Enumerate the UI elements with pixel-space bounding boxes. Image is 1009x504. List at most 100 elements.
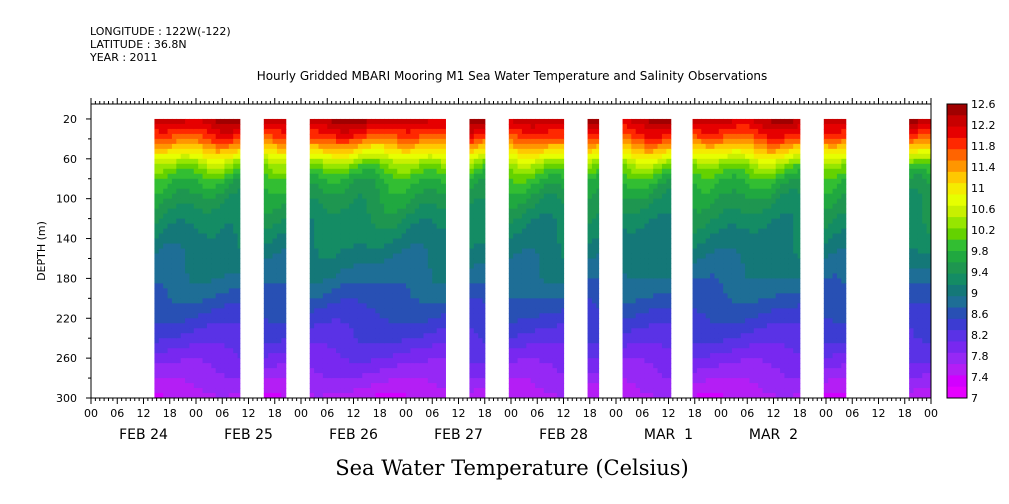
heatmap-cell: [384, 123, 390, 130]
heatmap-cell: [521, 348, 527, 354]
heatmap-cell: [517, 148, 523, 155]
heatmap-cell: [314, 183, 320, 190]
heatmap-cell: [379, 333, 385, 339]
heatmap-cell: [640, 303, 646, 309]
heatmap-cell: [543, 323, 549, 329]
heatmap-cell: [701, 163, 707, 170]
heatmap-cell: [366, 223, 372, 230]
heatmap-cell: [432, 183, 438, 190]
heatmap-cell: [318, 253, 324, 260]
heatmap-cell: [414, 118, 420, 125]
heatmap-cell: [180, 293, 186, 299]
heatmap-cell: [644, 293, 650, 299]
heatmap-cell: [176, 123, 182, 130]
heatmap-cell: [193, 363, 199, 369]
heatmap-cell: [414, 378, 420, 384]
heatmap-cell: [521, 163, 527, 170]
heatmap-cell: [432, 278, 438, 284]
heatmap-cell: [318, 118, 324, 125]
heatmap-cell: [189, 278, 195, 284]
heatmap-cell: [268, 178, 274, 185]
heatmap-cell: [401, 203, 407, 210]
heatmap-cell: [397, 238, 403, 245]
heatmap-cell: [427, 223, 433, 230]
heatmap-cell: [539, 263, 545, 270]
heatmap-cell: [331, 193, 337, 200]
heatmap-cell: [469, 288, 475, 294]
heatmap-cell: [661, 153, 667, 160]
heatmap-cell: [215, 353, 221, 359]
heatmap-cell: [163, 383, 169, 389]
heatmap-cell: [215, 298, 221, 304]
heatmap-cell: [552, 118, 558, 125]
heatmap-cell: [696, 208, 702, 215]
heatmap-cell: [353, 313, 359, 319]
heatmap-cell: [441, 233, 446, 240]
heatmap-cell: [635, 138, 641, 145]
heatmap-cell: [154, 388, 160, 394]
heatmap-cell: [314, 193, 320, 200]
heatmap-cell: [198, 318, 204, 324]
heatmap-cell: [513, 308, 519, 314]
heatmap-cell: [268, 138, 274, 145]
heatmap-cell: [224, 253, 230, 260]
heatmap-cell: [640, 258, 646, 265]
heatmap-cell: [423, 358, 429, 364]
heatmap-cell: [224, 323, 230, 329]
heatmap-cell: [521, 248, 527, 255]
heatmap-cell: [206, 338, 212, 344]
heatmap-cell: [436, 178, 442, 185]
heatmap-cell: [648, 278, 654, 284]
heatmap-cell: [327, 313, 333, 319]
heatmap-cell: [596, 203, 600, 210]
heatmap-cell: [521, 173, 527, 180]
heatmap-cell: [508, 273, 514, 279]
heatmap-cell: [228, 273, 234, 279]
heatmap-cell: [406, 298, 411, 304]
heatmap-cell: [357, 153, 363, 160]
heatmap-cell: [154, 218, 160, 225]
heatmap-cell: [336, 183, 341, 190]
heatmap-cell: [211, 198, 217, 205]
heatmap-cell: [388, 298, 394, 304]
heatmap-cell: [228, 353, 234, 359]
heatmap-cell: [473, 233, 479, 240]
heatmap-cell: [666, 133, 672, 140]
heatmap-cell: [340, 388, 346, 394]
heatmap-cell: [419, 118, 425, 125]
heatmap-cell: [692, 283, 698, 289]
heatmap-cell: [268, 213, 274, 220]
heatmap-cell: [692, 188, 698, 195]
heatmap-cell: [626, 368, 632, 374]
heatmap-cell: [322, 383, 328, 389]
heatmap-cell: [423, 333, 429, 339]
heatmap-cell: [596, 188, 600, 195]
heatmap-cell: [401, 163, 407, 170]
heatmap-cell: [322, 128, 328, 135]
heatmap-cell: [198, 388, 204, 394]
heatmap-cell: [526, 218, 532, 225]
heatmap-cell: [180, 343, 186, 349]
heatmap-cell: [154, 173, 160, 180]
heatmap-cell: [556, 193, 562, 200]
heatmap-cell: [272, 313, 278, 319]
heatmap-cell: [185, 138, 191, 145]
heatmap-cell: [384, 168, 390, 175]
heatmap-cell: [198, 233, 204, 240]
heatmap-cell: [657, 228, 663, 235]
heatmap-cell: [193, 128, 199, 135]
heatmap-cell: [272, 293, 278, 299]
heatmap-cell: [171, 203, 177, 210]
heatmap-cell: [561, 308, 565, 314]
heatmap-cell: [423, 243, 429, 250]
heatmap-cell: [406, 148, 411, 155]
heatmap-cell: [521, 168, 527, 175]
heatmap-cell: [233, 358, 239, 364]
heatmap-cell: [591, 303, 597, 309]
heatmap-cell: [640, 308, 646, 314]
heatmap-cell: [535, 313, 541, 319]
heatmap-cell: [336, 283, 341, 289]
heatmap-cell: [237, 118, 241, 125]
heatmap-cell: [193, 358, 199, 364]
heatmap-cell: [427, 298, 433, 304]
